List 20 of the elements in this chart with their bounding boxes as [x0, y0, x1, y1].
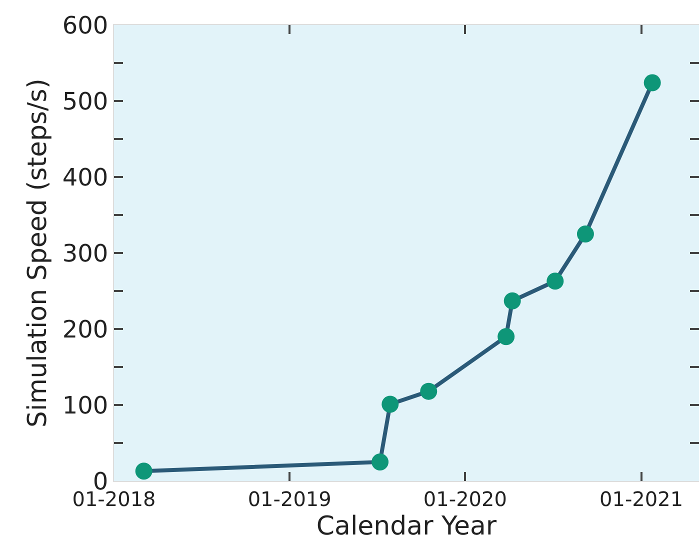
y-tick-label: 600: [62, 11, 108, 40]
x-axis-title: Calendar Year: [316, 512, 497, 542]
point: [576, 226, 594, 242]
y-axis-title: Simulation Speed (steps/s): [22, 78, 53, 428]
point: [498, 328, 515, 346]
y-tick-label: 200: [62, 315, 108, 344]
point: [546, 272, 564, 290]
y-tick-label: 400: [62, 163, 108, 192]
y-tick-label: 500: [62, 87, 108, 116]
point: [644, 74, 661, 92]
point: [135, 462, 152, 480]
y-tick-label: 300: [62, 239, 108, 268]
point: [382, 396, 399, 413]
point: [504, 292, 521, 310]
x-tick-label: 01-2021: [599, 487, 684, 511]
y-tick-label: 100: [62, 391, 108, 420]
x-tick-label: 01-2019: [248, 487, 332, 511]
point: [420, 382, 438, 400]
x-tick-label: 01-2020: [423, 487, 507, 511]
point: [372, 454, 389, 470]
